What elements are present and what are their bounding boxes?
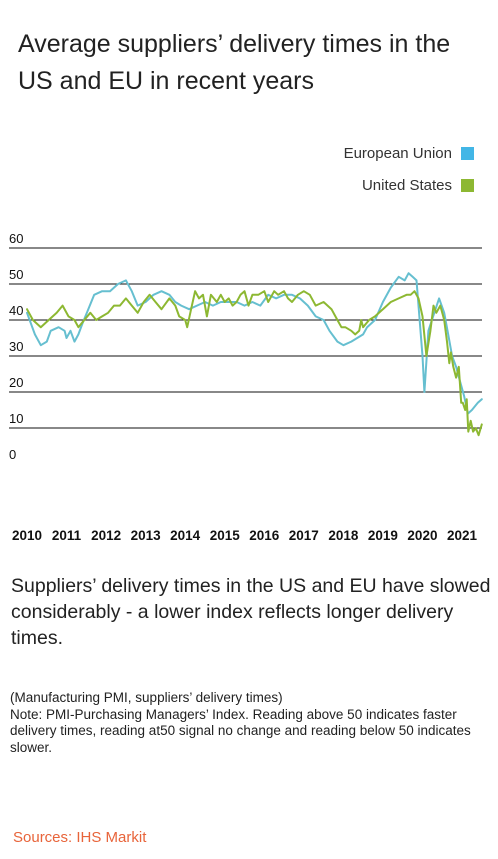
legend-label-us: United States bbox=[361, 176, 452, 194]
series-line-us bbox=[26, 290, 483, 437]
x-tick-label: 2014 bbox=[170, 528, 201, 543]
x-tick-label: 2012 bbox=[91, 528, 121, 543]
x-tick-label: 2010 bbox=[12, 528, 42, 543]
x-tick-label: 2018 bbox=[328, 528, 359, 543]
y-tick-label: 40 bbox=[9, 303, 23, 318]
x-tick-label: 2013 bbox=[131, 528, 162, 543]
series-lines bbox=[26, 272, 483, 437]
x-tick-label: 2021 bbox=[447, 528, 478, 543]
y-tick-label: 20 bbox=[9, 375, 23, 390]
legend-item-us: United States bbox=[344, 169, 474, 201]
x-tick-label: 2019 bbox=[368, 528, 398, 543]
chart-notes: (Manufacturing PMI, suppliers’ delivery … bbox=[10, 690, 490, 756]
y-tick-label: 10 bbox=[9, 411, 23, 426]
x-tick-label: 2011 bbox=[52, 528, 82, 543]
chart-legend: European Union United States bbox=[344, 137, 474, 201]
x-tick-label: 2017 bbox=[289, 528, 319, 543]
legend-swatch-us bbox=[461, 178, 474, 192]
x-axis-ticks: 2010 2011 2012 2013 2014 2015 2016 2017 2018 2019… bbox=[12, 528, 478, 543]
legend-swatch-eu bbox=[461, 146, 474, 160]
y-tick-label: 0 bbox=[9, 447, 16, 462]
grid-lines bbox=[9, 247, 482, 429]
notes-line-1: (Manufacturing PMI, suppliers’ delivery … bbox=[10, 690, 283, 705]
y-axis-ticks: 0 10 20 30 40 50 60 bbox=[9, 231, 23, 462]
legend-label-eu: European Union bbox=[343, 144, 452, 162]
x-tick-label: 2016 bbox=[249, 528, 280, 543]
chart-title: Average suppliers’ delivery times in the… bbox=[18, 30, 451, 95]
notes-line-2: Note: PMI-Purchasing Managers’ Index. Re… bbox=[10, 706, 471, 755]
y-tick-label: 60 bbox=[9, 231, 23, 246]
y-tick-label: 30 bbox=[9, 339, 23, 354]
y-tick-label: 50 bbox=[9, 267, 23, 282]
legend-item-eu: European Union bbox=[344, 137, 474, 169]
source-label: Sources: IHS Markit bbox=[13, 829, 147, 846]
x-tick-label: 2020 bbox=[407, 528, 437, 543]
x-tick-label: 2015 bbox=[210, 528, 241, 543]
chart-subtitle: Suppliers’ delivery times in the US and … bbox=[11, 575, 491, 649]
